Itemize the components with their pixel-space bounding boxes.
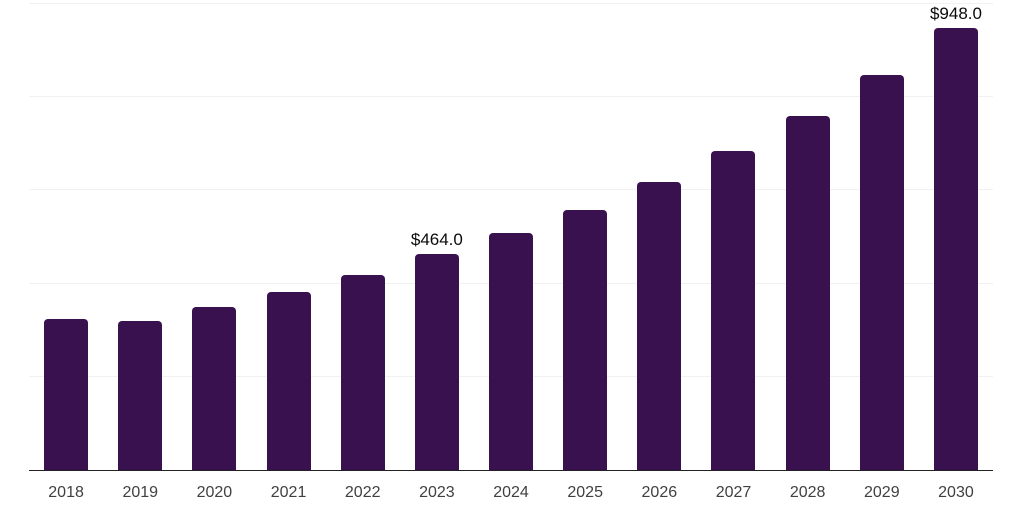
x-tick-2025: 2025 bbox=[567, 484, 603, 501]
x-tick-2026: 2026 bbox=[641, 484, 678, 501]
bar-slot-2022 bbox=[326, 4, 400, 470]
bar-2030 bbox=[933, 28, 978, 470]
gridline-600 bbox=[29, 189, 993, 191]
bars-container: $464.0 $948.0 bbox=[29, 4, 993, 470]
bar-2024 bbox=[489, 233, 534, 470]
bar-2021 bbox=[266, 291, 311, 470]
bar-value-label-2023: $464.0 bbox=[410, 229, 463, 249]
x-axis-line bbox=[29, 470, 993, 471]
x-tick-2018: 2018 bbox=[48, 484, 84, 501]
plot-area: $464.0 $948.0 bbox=[29, 3, 993, 470]
bar-slot-2026 bbox=[622, 4, 696, 470]
bar-slot-2023: $464.0 bbox=[400, 4, 474, 470]
x-tick-2021: 2021 bbox=[270, 484, 307, 501]
bar-2020 bbox=[192, 307, 237, 470]
x-tick-2022: 2022 bbox=[344, 484, 381, 501]
bar-2018 bbox=[44, 319, 89, 470]
bar-2022 bbox=[340, 274, 385, 470]
gridline-1000 bbox=[29, 3, 993, 4]
bar-slot-2030: $948.0 bbox=[919, 4, 993, 470]
bar-2019 bbox=[118, 320, 163, 470]
x-tick-2023: 2023 bbox=[419, 484, 455, 501]
bar-slot-2027 bbox=[696, 4, 770, 470]
bar-2026 bbox=[637, 182, 682, 470]
bar-2023 bbox=[414, 253, 459, 470]
bar-slot-2020 bbox=[177, 4, 251, 470]
bar-2027 bbox=[711, 151, 756, 470]
x-axis-labels: 2018 2019 2020 2021 2022 2023 2024 2025 2026 2027… bbox=[29, 484, 993, 502]
x-tick-2030: 2030 bbox=[938, 484, 974, 501]
bar-slot-2028 bbox=[771, 4, 845, 470]
x-tick-2027: 2027 bbox=[715, 484, 752, 501]
bar-2029 bbox=[859, 74, 904, 470]
bar-slot-2024 bbox=[474, 4, 548, 470]
gridline-800 bbox=[29, 96, 993, 98]
bar-slot-2018 bbox=[29, 4, 103, 470]
x-tick-2024: 2024 bbox=[493, 484, 529, 501]
bar-slot-2025 bbox=[548, 4, 622, 470]
bar-slot-2021 bbox=[251, 4, 325, 470]
x-tick-2028: 2028 bbox=[789, 484, 826, 501]
x-tick-2019: 2019 bbox=[122, 484, 159, 501]
bar-slot-2029 bbox=[845, 4, 919, 470]
x-tick-2020: 2020 bbox=[196, 484, 233, 501]
bar-2025 bbox=[563, 209, 608, 470]
bar-2028 bbox=[785, 116, 830, 470]
x-tick-2029: 2029 bbox=[864, 484, 900, 501]
bar-value-label-2030: $948.0 bbox=[929, 4, 982, 24]
bar-slot-2019 bbox=[103, 4, 177, 470]
